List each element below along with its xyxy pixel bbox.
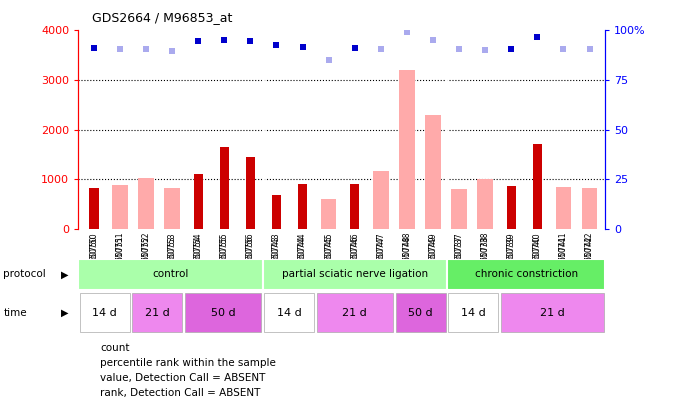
Text: GSM50747: GSM50747 [376,232,386,274]
Text: GSM50755: GSM50755 [220,232,228,274]
Bar [396,293,446,332]
Bar [425,115,441,229]
Text: GDS2664 / M96853_at: GDS2664 / M96853_at [92,11,232,24]
Text: ▶: ▶ [61,308,69,318]
Text: 14 d: 14 d [277,308,301,318]
Text: 14 d: 14 d [461,308,486,318]
Text: GSM50737: GSM50737 [455,232,464,274]
Bar [317,293,393,332]
Text: GSM50743: GSM50743 [272,232,281,274]
Bar [477,179,493,229]
Bar [399,70,415,229]
Bar [448,293,498,332]
Text: rank, Detection Call = ABSENT: rank, Detection Call = ABSENT [100,388,260,399]
Text: GSM50749: GSM50749 [428,232,437,274]
Point [192,38,203,45]
Text: 14 d: 14 d [92,308,117,318]
Text: GSM50753: GSM50753 [168,232,177,274]
Text: GSM50752: GSM50752 [141,232,150,273]
Text: GSM50754: GSM50754 [194,232,203,274]
Point [506,46,517,53]
Point [584,46,595,53]
Bar [185,293,261,332]
Bar [138,178,154,229]
Bar [272,195,281,229]
Point [558,46,569,53]
Bar [245,157,255,229]
Text: 21 d: 21 d [145,308,169,318]
Text: control: control [152,269,188,279]
Point [428,36,439,43]
Text: GSM50750: GSM50750 [89,232,99,274]
Bar [452,189,467,229]
Bar [321,199,337,229]
Bar [298,184,307,229]
Text: GSM50745: GSM50745 [324,232,333,274]
Point [271,42,282,49]
Text: GSM50739: GSM50739 [507,232,515,274]
Point [350,45,360,51]
Text: count: count [100,343,129,353]
Text: chronic constriction: chronic constriction [475,269,578,279]
Text: 50 d: 50 d [409,308,433,318]
Text: 50 d: 50 d [211,308,235,318]
Bar [220,147,229,229]
Bar [501,293,604,332]
Bar [581,188,597,229]
Text: GSM50751: GSM50751 [116,232,124,273]
Bar [532,145,542,229]
Point [401,29,412,36]
Bar [556,187,571,229]
Bar [78,259,262,290]
Point [167,47,177,54]
Text: protocol: protocol [3,269,46,279]
Text: time: time [3,308,27,318]
Point [323,56,334,63]
Bar [373,171,389,229]
Text: percentile rank within the sample: percentile rank within the sample [100,358,276,368]
Bar [262,259,447,290]
Point [219,37,230,44]
Text: GSM50744: GSM50744 [298,232,307,274]
Bar [350,184,360,229]
Point [375,46,386,53]
Text: partial sciatic nerve ligation: partial sciatic nerve ligation [282,269,428,279]
Point [454,46,464,53]
Point [532,34,543,40]
Text: 21 d: 21 d [343,308,367,318]
Bar [165,188,180,229]
Bar [80,293,130,332]
Point [480,47,491,53]
Text: ▶: ▶ [61,269,69,279]
Bar [194,174,203,229]
Text: GSM50746: GSM50746 [350,232,359,274]
Bar [112,185,128,229]
Point [88,45,99,51]
Bar [447,259,605,290]
Text: GSM50756: GSM50756 [246,232,255,274]
Point [245,38,256,44]
Bar [507,186,516,229]
Point [297,43,308,50]
Bar [89,188,99,229]
Text: GSM50738: GSM50738 [481,232,490,273]
Text: GSM50741: GSM50741 [559,232,568,273]
Point [114,46,125,53]
Bar [264,293,314,332]
Text: GSM50740: GSM50740 [533,232,542,274]
Point [141,46,152,53]
Text: GSM50748: GSM50748 [403,232,411,273]
Text: 21 d: 21 d [540,308,565,318]
Text: value, Detection Call = ABSENT: value, Detection Call = ABSENT [100,373,265,383]
Text: GSM50742: GSM50742 [585,232,594,273]
Bar [132,293,182,332]
